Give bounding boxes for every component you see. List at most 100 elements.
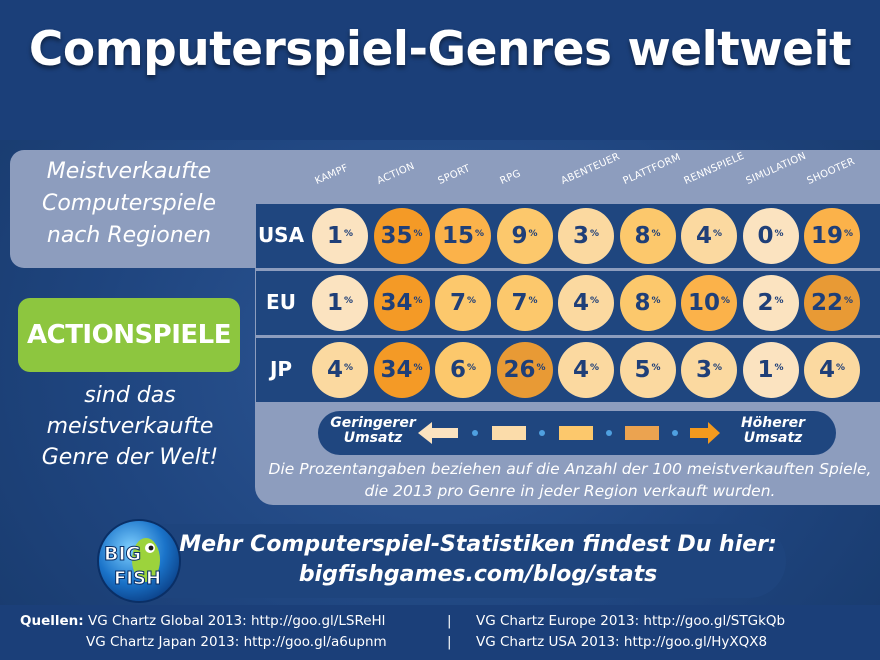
legend-scale (418, 422, 720, 444)
percent-sign: % (774, 363, 784, 373)
highlight-line: sind das (84, 383, 176, 408)
value-bubble-usa-shooter: 19% (804, 208, 860, 264)
value-bubble-usa-rpg: 9% (496, 208, 553, 264)
row-label-eu: EU (266, 290, 296, 314)
legend-dot (672, 430, 678, 436)
percent-sign: % (466, 363, 477, 373)
value-number: 3 (695, 357, 712, 383)
source-link[interactable]: VG Chartz USA 2013: http://goo.gl/HyXQX8 (476, 634, 768, 650)
value-number: 34 (380, 290, 413, 316)
value-number: 4 (572, 357, 589, 383)
value-number: 1 (326, 290, 343, 316)
value-bubble-jp-shooter: 4% (804, 342, 860, 398)
legend-swatch-1 (492, 426, 526, 440)
value-number: 1 (326, 223, 343, 249)
percent-sign: % (774, 229, 784, 239)
percent-sign: % (536, 363, 546, 373)
percent-sign: % (343, 229, 354, 239)
promo-bar (120, 524, 786, 598)
value-number: 4 (572, 290, 589, 316)
legend-dot (539, 430, 545, 436)
percent-sign: % (774, 296, 784, 306)
value-bubble-jp-simulation: 1% (742, 342, 799, 398)
arrow-right-icon (690, 422, 720, 444)
legend-high-line: Höherer (740, 415, 806, 431)
value-number: 7 (511, 290, 528, 316)
legend-high-label: Höherer Umsatz (728, 416, 818, 446)
logo-text-big: BIG (104, 543, 141, 565)
source-link[interactable]: VG Chartz Japan 2013: http://goo.gl/a6up… (86, 634, 387, 650)
percent-sign: % (843, 296, 854, 306)
percent-sign: % (474, 229, 485, 239)
value-number: 15 (441, 223, 474, 249)
promo-link[interactable]: bigfishgames.com/blog/stats (298, 562, 658, 587)
value-number: 19 (810, 223, 843, 249)
value-number: 1 (757, 357, 774, 383)
percent-sign: % (528, 229, 538, 239)
value-bubble-usa-abenteuer: 3% (558, 208, 614, 264)
big-fish-logo[interactable]: BIG FISH (96, 518, 182, 604)
subtitle-panel (10, 150, 280, 268)
value-bubble-jp-sport: 6% (435, 342, 491, 398)
value-bubble-usa-simulation: 0% (742, 208, 799, 264)
value-bubble-jp-rennspiele: 3% (681, 342, 737, 398)
percent-sign: % (413, 363, 423, 373)
percent-sign: % (712, 229, 723, 239)
percent-sign: % (843, 229, 854, 239)
source-separator: | (447, 634, 452, 650)
legend-low-line: Geringerer (330, 415, 416, 431)
promo-text: Mehr Computerspiel-Statistiken findest D… (179, 532, 777, 557)
value-bubble-eu-kampf: 1% (312, 275, 368, 331)
column-header-panel (255, 150, 880, 200)
value-number: 9 (511, 223, 528, 249)
page-title: Computerspiel-Genres weltweit (28, 22, 852, 77)
percent-sign: % (589, 363, 600, 373)
fish-pupil-icon (148, 545, 154, 551)
highlight-text: sind das meistverkaufte Genre der Welt! (20, 380, 240, 473)
value-bubble-usa-plattform: 8% (619, 208, 676, 264)
legend-high-line: Umsatz (743, 430, 803, 446)
value-bubble-jp-action: 34% (373, 342, 430, 398)
percent-sign: % (343, 296, 354, 306)
value-bubble-eu-plattform: 8% (619, 275, 676, 331)
logo-text-fish: FISH (114, 568, 161, 589)
value-number: 4 (695, 223, 712, 249)
legend-swatch-3 (625, 426, 659, 440)
value-number: 2 (757, 290, 774, 316)
value-number: 26 (503, 357, 536, 383)
value-bubble-usa-rennspiele: 4% (681, 208, 737, 264)
value-number: 7 (449, 290, 466, 316)
percent-sign: % (712, 363, 723, 373)
value-bubble-jp-abenteuer: 4% (558, 342, 614, 398)
source-separator: | (447, 613, 452, 629)
percent-sign: % (651, 296, 661, 306)
value-bubble-jp-kampf: 4% (312, 342, 368, 398)
subtitle-line: Meistverkaufte (46, 159, 212, 184)
percent-sign: % (413, 229, 423, 239)
arrow-left-icon (418, 422, 458, 444)
actionspiele-badge: ACTIONSPIELE (18, 298, 240, 372)
subtitle-line: nach Regionen (46, 223, 212, 248)
value-bubble-eu-action: 34% (373, 275, 430, 331)
value-number: 10 (687, 290, 720, 316)
percent-sign: % (589, 229, 600, 239)
sources-row-1: Quellen: VG Chartz Global 2013: http://g… (20, 613, 385, 629)
value-bubble-eu-abenteuer: 4% (558, 275, 614, 331)
percent-sign: % (343, 363, 354, 373)
header-band (0, 0, 880, 140)
percent-sign: % (466, 296, 477, 306)
footnote: Die Prozentangaben beziehen auf die Anza… (268, 460, 872, 500)
source-link[interactable]: VG Chartz Global 2013: http://goo.gl/LSR… (87, 613, 386, 629)
value-number: 8 (634, 223, 651, 249)
value-bubble-eu-shooter: 22% (804, 275, 860, 331)
value-number: 35 (380, 223, 413, 249)
legend-dot (606, 430, 612, 436)
legend-low-label: Geringerer Umsatz (328, 416, 418, 446)
value-number: 6 (449, 357, 466, 383)
source-link[interactable]: VG Chartz Europe 2013: http://goo.gl/STG… (476, 613, 786, 629)
legend-swatch-2 (559, 426, 593, 440)
percent-sign: % (528, 296, 538, 306)
highlight-line: Genre der Welt! (41, 445, 219, 470)
subtitle: Meistverkaufte Computerspiele nach Regio… (14, 156, 244, 252)
value-bubble-jp-rpg: 26% (496, 342, 553, 398)
